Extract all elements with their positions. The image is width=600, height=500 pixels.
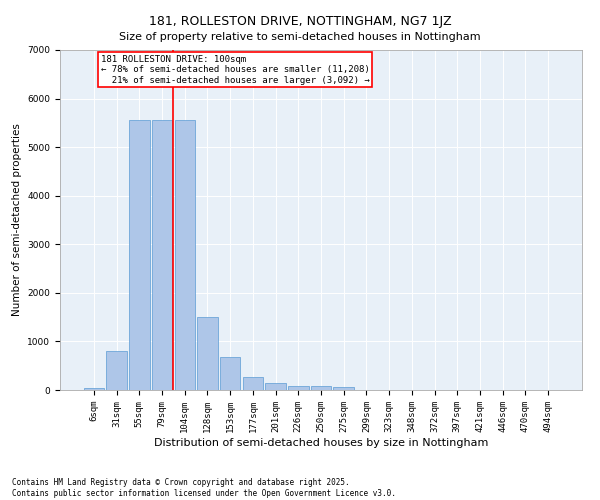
X-axis label: Distribution of semi-detached houses by size in Nottingham: Distribution of semi-detached houses by …: [154, 438, 488, 448]
Bar: [129, 120, 149, 390]
Bar: [288, 386, 308, 390]
Bar: [242, 377, 263, 390]
Text: 181, ROLLESTON DRIVE, NOTTINGHAM, NG7 1JZ: 181, ROLLESTON DRIVE, NOTTINGHAM, NG7 1J…: [149, 15, 451, 28]
Bar: [84, 388, 104, 390]
Bar: [106, 351, 127, 390]
Y-axis label: Number of semi-detached properties: Number of semi-detached properties: [12, 124, 22, 316]
Text: Size of property relative to semi-detached houses in Nottingham: Size of property relative to semi-detach…: [119, 32, 481, 42]
Bar: [175, 120, 195, 390]
Bar: [197, 317, 218, 390]
Bar: [152, 120, 172, 390]
Text: Contains HM Land Registry data © Crown copyright and database right 2025.
Contai: Contains HM Land Registry data © Crown c…: [12, 478, 396, 498]
Bar: [334, 386, 354, 390]
Bar: [311, 386, 331, 390]
Bar: [265, 383, 286, 390]
Bar: [220, 358, 241, 390]
Text: 181 ROLLESTON DRIVE: 100sqm
← 78% of semi-detached houses are smaller (11,208)
 : 181 ROLLESTON DRIVE: 100sqm ← 78% of sem…: [101, 55, 370, 84]
